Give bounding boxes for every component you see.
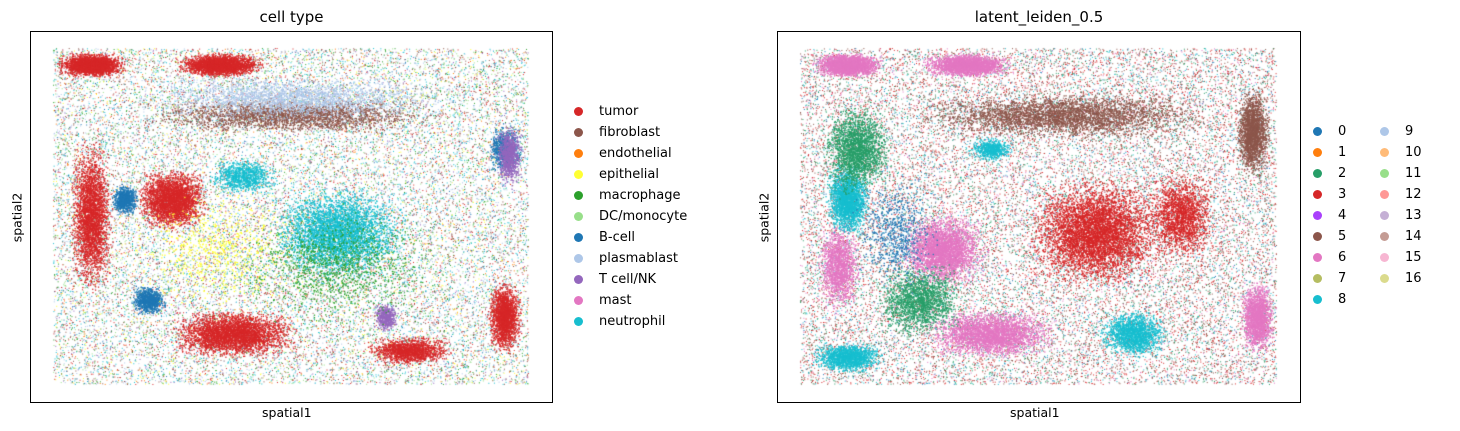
legend-marker	[574, 190, 583, 200]
legend-label: fibroblast	[599, 124, 661, 140]
legend-marker	[574, 316, 583, 326]
legend-item: 15	[1380, 248, 1422, 266]
legend-item: 3	[1313, 185, 1346, 203]
legend-marker	[1380, 231, 1389, 241]
legend-marker	[1313, 126, 1322, 136]
legend-label: endothelial	[599, 145, 672, 161]
legend-marker	[574, 274, 583, 284]
legend-item: T cell/NK	[574, 270, 656, 288]
legend-label: 11	[1405, 165, 1422, 181]
legend-marker	[1380, 189, 1389, 199]
legend-label: 2	[1338, 165, 1347, 181]
legend-marker	[1380, 210, 1389, 220]
legend-item: 0	[1313, 122, 1346, 140]
legend-label: 13	[1405, 207, 1422, 223]
legend-label: T cell/NK	[599, 271, 657, 287]
legend-label: B-cell	[599, 229, 635, 245]
legend-item: 1	[1313, 143, 1346, 161]
legend-marker	[574, 232, 583, 242]
legend-label: 12	[1405, 186, 1422, 202]
legend-marker	[1313, 189, 1322, 199]
legend-marker	[1380, 168, 1389, 178]
legend-item: epithelial	[574, 165, 659, 183]
legend-item: 6	[1313, 248, 1346, 266]
legend-item: mast	[574, 291, 632, 309]
legend-marker	[1380, 273, 1389, 283]
legend-marker	[1380, 147, 1389, 157]
x-axis-label-right: spatial1	[1010, 405, 1060, 420]
legend-label: DC/monocyte	[599, 208, 688, 224]
legend-item: 12	[1380, 185, 1422, 203]
legend-marker	[574, 148, 583, 158]
legend-item: 10	[1380, 143, 1422, 161]
legend-marker	[1313, 147, 1322, 157]
legend-item: 11	[1380, 164, 1422, 182]
legend-label: macrophage	[599, 187, 681, 203]
legend-marker	[1380, 126, 1389, 136]
y-axis-label-right: spatial2	[756, 192, 772, 243]
legend-marker	[574, 106, 583, 116]
legend-label: neutrophil	[599, 313, 666, 329]
legend-item: endothelial	[574, 144, 672, 162]
scatter-points-cell-type	[31, 32, 552, 402]
legend-marker	[574, 253, 583, 263]
legend-marker	[1313, 252, 1322, 262]
legend-marker	[1313, 273, 1322, 283]
legend-item: 16	[1380, 269, 1422, 287]
legend-label: 1	[1338, 144, 1347, 160]
plot-title-cell-type: cell type	[259, 8, 324, 26]
scatter-plot-cell-type	[30, 31, 553, 403]
legend-label: 16	[1405, 270, 1422, 286]
legend-label: plasmablast	[599, 250, 678, 266]
legend-label: 6	[1338, 249, 1347, 265]
legend-item: DC/monocyte	[574, 207, 687, 225]
legend-label: tumor	[599, 103, 639, 119]
legend-item: 4	[1313, 206, 1346, 224]
legend-label: 7	[1338, 270, 1347, 286]
legend-item: plasmablast	[574, 249, 678, 267]
scatter-points-latent-leiden	[778, 32, 1300, 402]
legend-marker	[1313, 231, 1322, 241]
legend-item: 2	[1313, 164, 1346, 182]
legend-label: 9	[1405, 123, 1414, 139]
legend-item: tumor	[574, 102, 638, 120]
legend-latent-leiden: 0 1 2 3 4 5 6 7 8 9 10 11 12 13 14 15 16	[1313, 122, 1453, 307]
legend-label: 4	[1338, 207, 1347, 223]
legend-item: 5	[1313, 227, 1346, 245]
legend-label: epithelial	[599, 166, 659, 182]
legend-marker	[574, 127, 583, 137]
legend-item: neutrophil	[574, 312, 665, 330]
legend-item: fibroblast	[574, 123, 660, 141]
plot-title-latent-leiden: latent_leiden_0.5	[974, 8, 1104, 26]
legend-marker	[574, 295, 583, 305]
legend-item: 7	[1313, 269, 1346, 287]
legend-cell-type: tumor fibroblast endothelial epithelial macr…	[574, 102, 714, 329]
y-axis-label-left: spatial2	[9, 192, 25, 243]
legend-item: 13	[1380, 206, 1422, 224]
legend-item: 8	[1313, 290, 1346, 308]
scatter-plot-latent-leiden	[777, 31, 1301, 403]
legend-marker	[1380, 252, 1389, 262]
legend-item: 9	[1380, 122, 1413, 140]
legend-marker	[1313, 294, 1322, 304]
legend-item: B-cell	[574, 228, 635, 246]
x-axis-label-left: spatial1	[262, 405, 312, 420]
legend-marker	[1313, 210, 1322, 220]
legend-label: 14	[1405, 228, 1422, 244]
legend-marker	[574, 211, 583, 221]
legend-label: 3	[1338, 186, 1347, 202]
legend-label: 10	[1405, 144, 1422, 160]
legend-marker	[574, 169, 583, 179]
legend-item: 14	[1380, 227, 1422, 245]
legend-marker	[1313, 168, 1322, 178]
legend-label: 8	[1338, 291, 1347, 307]
legend-label: 15	[1405, 249, 1422, 265]
legend-label: 0	[1338, 123, 1347, 139]
legend-item: macrophage	[574, 186, 681, 204]
legend-label: mast	[599, 292, 632, 308]
legend-label: 5	[1338, 228, 1347, 244]
